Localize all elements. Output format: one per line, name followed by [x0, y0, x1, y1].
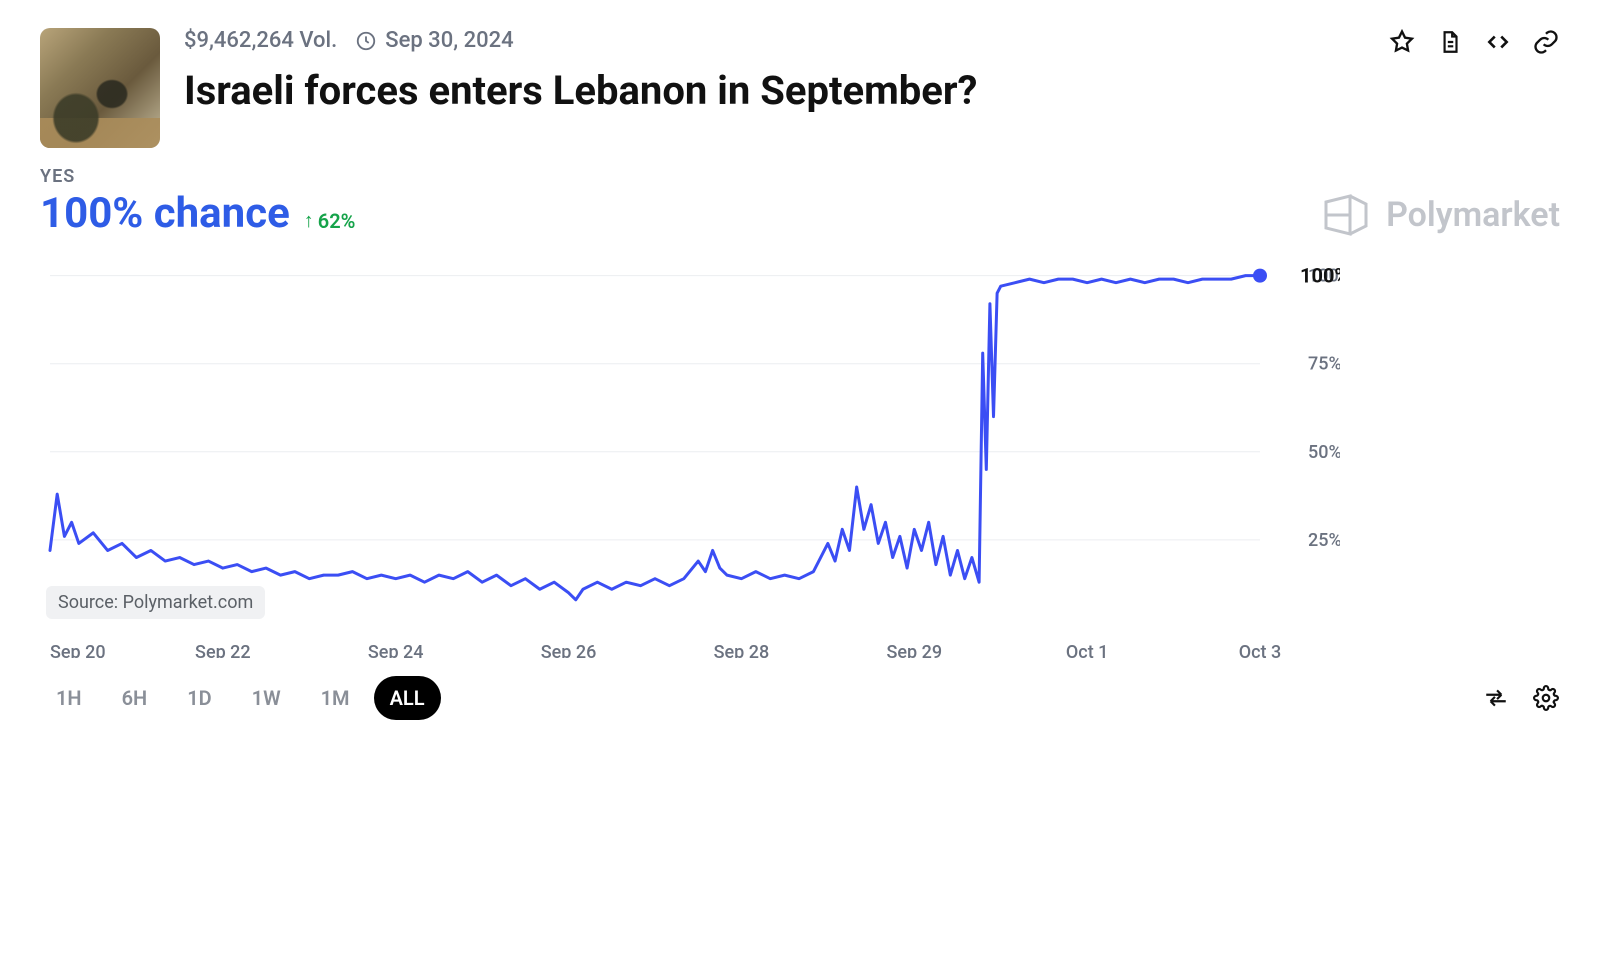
- embed-icon[interactable]: [1484, 28, 1512, 56]
- market-thumbnail: [40, 28, 160, 148]
- volume-label: $9,462,264 Vol.: [184, 28, 337, 53]
- svg-text:Oct 1: Oct 1: [1066, 642, 1109, 658]
- range-1m[interactable]: 1M: [305, 676, 366, 720]
- range-1h[interactable]: 1H: [40, 676, 98, 720]
- date-text: Sep 30, 2024: [385, 28, 513, 53]
- star-icon[interactable]: [1388, 28, 1416, 56]
- brand-name: Polymarket: [1386, 195, 1560, 235]
- meta-row: $9,462,264 Vol. Sep 30, 2024: [184, 28, 1364, 53]
- polymarket-logo-icon: [1320, 192, 1372, 238]
- svg-text:50%: 50%: [1308, 442, 1340, 463]
- settings-icon[interactable]: [1532, 684, 1560, 712]
- chance-value: 100% chance: [40, 189, 290, 238]
- range-1w[interactable]: 1W: [236, 676, 297, 720]
- svg-text:Oct 3: Oct 3: [1239, 642, 1282, 658]
- range-6h[interactable]: 6H: [106, 676, 164, 720]
- range-1d[interactable]: 1D: [171, 676, 227, 720]
- source-badge: Source: Polymarket.com: [46, 586, 265, 619]
- delta-arrow-icon: ↑: [304, 208, 314, 233]
- svg-text:Sep 28: Sep 28: [714, 642, 770, 658]
- link-icon[interactable]: [1532, 28, 1560, 56]
- svg-text:100%: 100%: [1300, 264, 1340, 288]
- price-chart: 25% 50% 75% 100% Sep 20 Sep 22 Sep 24 Sep 26 Sep…: [40, 248, 1560, 658]
- range-all[interactable]: ALL: [374, 676, 441, 720]
- svg-text:Sep 20: Sep 20: [50, 642, 106, 658]
- range-buttons: 1H6H1D1W1MALL: [40, 676, 441, 720]
- svg-text:Sep 24: Sep 24: [368, 642, 424, 658]
- market-header: $9,462,264 Vol. Sep 30, 2024 Israeli for…: [40, 28, 1560, 148]
- svg-text:75%: 75%: [1308, 354, 1340, 375]
- compare-icon[interactable]: [1482, 684, 1510, 712]
- svg-text:Sep 26: Sep 26: [541, 642, 597, 658]
- yes-label: YES: [40, 166, 355, 187]
- svg-text:25%: 25%: [1308, 530, 1340, 551]
- header-main: $9,462,264 Vol. Sep 30, 2024 Israeli for…: [184, 28, 1364, 114]
- clock-icon: [355, 30, 377, 52]
- delta-text: 62%: [318, 209, 356, 233]
- svg-text:Sep 22: Sep 22: [195, 642, 251, 658]
- svg-text:Sep 29: Sep 29: [886, 642, 942, 658]
- header-actions: [1388, 28, 1560, 56]
- document-icon[interactable]: [1436, 28, 1464, 56]
- market-title: Israeli forces enters Lebanon in Septemb…: [184, 67, 1364, 114]
- outcome-row: YES 100% chance ↑ 62% Polymarket: [40, 166, 1560, 238]
- chart-tool-icons: [1482, 684, 1560, 712]
- chance-delta: ↑ 62%: [304, 208, 356, 233]
- brand: Polymarket: [1320, 192, 1560, 238]
- outcome-left: YES 100% chance ↑ 62%: [40, 166, 355, 238]
- resolution-date: Sep 30, 2024: [355, 28, 513, 53]
- chart-controls: 1H6H1D1W1MALL: [40, 676, 1560, 720]
